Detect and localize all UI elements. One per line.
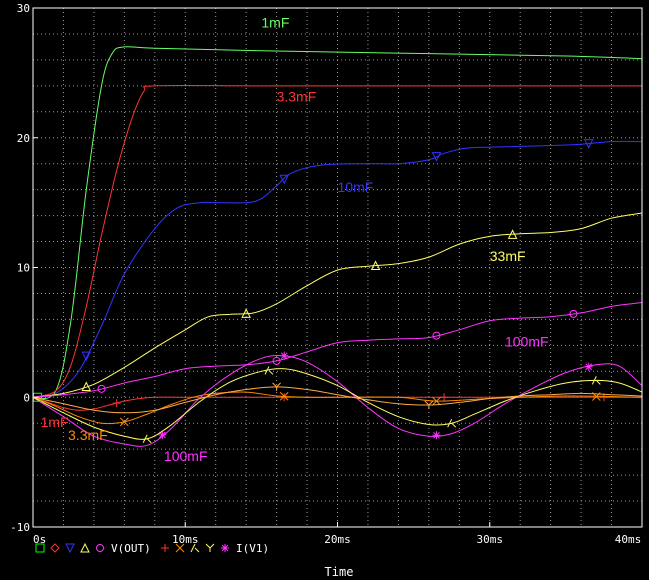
curve-label: 1mF [261, 14, 289, 30]
x-tick-label: 20ms [324, 533, 351, 546]
series-lambda [32, 366, 643, 444]
plot-frame [32, 7, 643, 528]
series-marker [591, 376, 601, 385]
series-marker [370, 260, 381, 271]
legend-label: I(V1) [236, 542, 269, 555]
x-axis-label: Time [325, 565, 354, 579]
series-marker [119, 417, 129, 427]
series-marker [431, 152, 442, 162]
series-line [32, 212, 643, 398]
series-marker [440, 393, 449, 402]
y-tick-label: 0 [23, 391, 30, 404]
series-marker [97, 384, 106, 393]
series-marker [190, 543, 200, 553]
x-tick-label: 40ms [615, 533, 642, 546]
series-line [32, 368, 643, 440]
series-marker [96, 544, 104, 552]
y-tick-label: 20 [17, 132, 30, 145]
curve-label: 100mF [164, 448, 208, 464]
series-marker [241, 308, 251, 318]
curve-label: 3.3mF [68, 427, 108, 443]
legend: V(OUT) I(V1) [35, 542, 269, 555]
x-tick-label: 30ms [477, 533, 504, 546]
series-line [32, 354, 643, 447]
series-marker [175, 543, 185, 553]
series-marker [264, 366, 274, 375]
series-33mF [32, 212, 643, 398]
series-line [32, 85, 642, 398]
series-marker [272, 382, 281, 391]
series-marker [80, 542, 90, 553]
series-marker [432, 396, 441, 406]
series-100mF [32, 302, 643, 398]
series-marker [81, 351, 92, 362]
series-marker [280, 393, 289, 402]
series-3.3mF [32, 85, 642, 398]
series-marker [50, 543, 60, 553]
curve-label: 1mF [41, 414, 69, 430]
series-1mF [32, 393, 642, 411]
legend-label: V(OUT) [111, 542, 151, 555]
series-marker [112, 399, 121, 408]
series-line [32, 386, 643, 414]
y-tick-label: 10 [17, 262, 30, 275]
series-marker [205, 543, 215, 552]
series-layer [32, 46, 643, 447]
series-line [32, 302, 643, 398]
series-marker [81, 381, 92, 392]
series-1mF [32, 46, 643, 399]
series-line [32, 46, 643, 399]
curve-label: 100mF [505, 334, 549, 350]
series-marker [584, 362, 593, 371]
series-marker [158, 430, 167, 439]
series-line [32, 396, 642, 411]
series-100mF [32, 351, 643, 447]
series-marker [583, 139, 594, 149]
series-marker [65, 543, 75, 554]
series-10mF [32, 139, 643, 398]
series-marker [432, 331, 441, 340]
series-line [32, 391, 643, 425]
series-marker [280, 351, 289, 360]
x-tick-label: 0s [33, 533, 46, 546]
y-tick-label: 30 [17, 2, 30, 15]
series-marker [279, 174, 290, 185]
series-marker [221, 544, 229, 552]
series-marker [447, 418, 457, 428]
tick-labels: 0s 10ms 20ms 30ms 40ms -10 0 10 20 30 [10, 2, 641, 546]
series-marker [424, 400, 434, 410]
series-marker [142, 434, 152, 444]
series-line [32, 140, 643, 398]
y-tick-label: -10 [10, 521, 30, 534]
series-marker [272, 356, 281, 365]
series-y [32, 382, 643, 414]
series-marker [569, 309, 578, 318]
series-marker [35, 543, 45, 553]
series-marker [507, 229, 518, 239]
curve-label: 33mF [490, 248, 526, 264]
curve-label: 3.3mF [277, 88, 317, 104]
x-tick-label: 10ms [172, 533, 199, 546]
curve-label: 10mF [338, 179, 374, 195]
series-marker [432, 431, 441, 440]
series-marker [161, 544, 169, 552]
series-marker [279, 391, 289, 401]
